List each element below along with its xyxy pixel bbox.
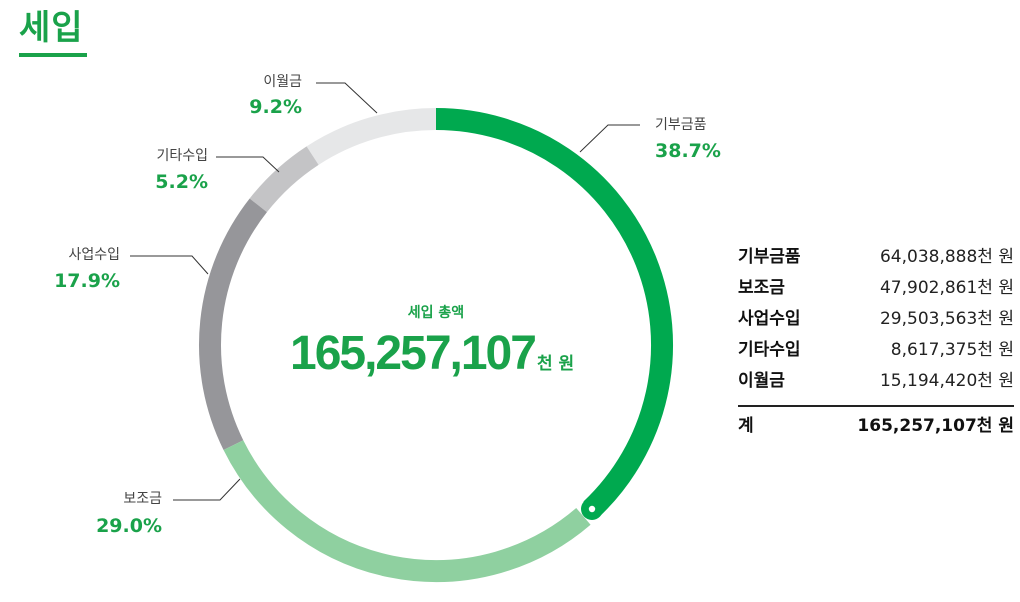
table-total-row: 계 165,257,107천 원 xyxy=(738,411,1014,442)
row-value: 29,503,563천 원 xyxy=(879,309,1014,329)
row-label: 보조금 xyxy=(738,278,785,298)
table-row: 사업수입 29,503,563천 원 xyxy=(738,304,1014,335)
pct-이월금: 9.2% xyxy=(249,96,302,118)
segment-기타수입 xyxy=(249,146,319,213)
total-label: 계 xyxy=(738,416,754,436)
segment-사업수입 xyxy=(199,198,267,450)
row-value: 47,902,861천 원 xyxy=(879,278,1014,298)
label-이월금: 이월금 xyxy=(263,74,302,90)
leader-line-보조금 xyxy=(173,478,241,501)
table-row: 보조금 47,902,861천 원 xyxy=(738,273,1014,304)
leader-line-기타수입 xyxy=(216,156,280,173)
pct-기부금품: 38.7% xyxy=(655,140,721,162)
table-row: 기타수입 8,617,375천 원 xyxy=(738,335,1014,366)
label-기부금품: 기부금품 xyxy=(655,117,707,133)
pct-사업수입: 17.9% xyxy=(54,270,120,292)
pct-보조금: 29.0% xyxy=(96,515,162,537)
segment-기부금품 xyxy=(435,108,674,518)
revenue-table: 기부금품 64,038,888천 원 보조금 47,902,861천 원 사업수… xyxy=(738,242,1014,442)
segment-이월금 xyxy=(306,107,437,165)
center-total-value: 165,257,107 xyxy=(290,327,537,380)
row-label: 기부금품 xyxy=(738,247,801,267)
center-total: 165,257,107 천 원 xyxy=(290,326,574,381)
leader-line-기부금품 xyxy=(579,124,640,153)
center-total-unit: 천 원 xyxy=(536,354,575,374)
row-label: 사업수입 xyxy=(738,309,801,329)
pct-기타수입: 5.2% xyxy=(155,171,208,193)
table-row: 이월금 15,194,420천 원 xyxy=(738,366,1014,397)
row-label: 기타수입 xyxy=(738,340,801,360)
table-row: 기부금품 64,038,888천 원 xyxy=(738,242,1014,273)
label-보조금: 보조금 xyxy=(123,491,162,507)
row-value: 15,194,420천 원 xyxy=(879,371,1014,391)
page-title: 세입 xyxy=(19,8,84,48)
leader-line-사업수입 xyxy=(130,255,209,275)
segment-end-dot xyxy=(588,505,596,513)
table-divider xyxy=(738,405,1014,407)
segment-보조금 xyxy=(223,440,591,583)
row-label: 이월금 xyxy=(738,371,785,391)
row-value: 64,038,888천 원 xyxy=(879,247,1014,267)
total-value: 165,257,107천 원 xyxy=(857,416,1014,436)
title-underline xyxy=(19,53,87,57)
label-사업수입: 사업수입 xyxy=(68,247,120,263)
row-value: 8,617,375천 원 xyxy=(890,340,1014,360)
center-label: 세입 총액 xyxy=(407,305,465,321)
label-기타수입: 기타수입 xyxy=(156,148,208,164)
leader-line-이월금 xyxy=(316,82,378,114)
